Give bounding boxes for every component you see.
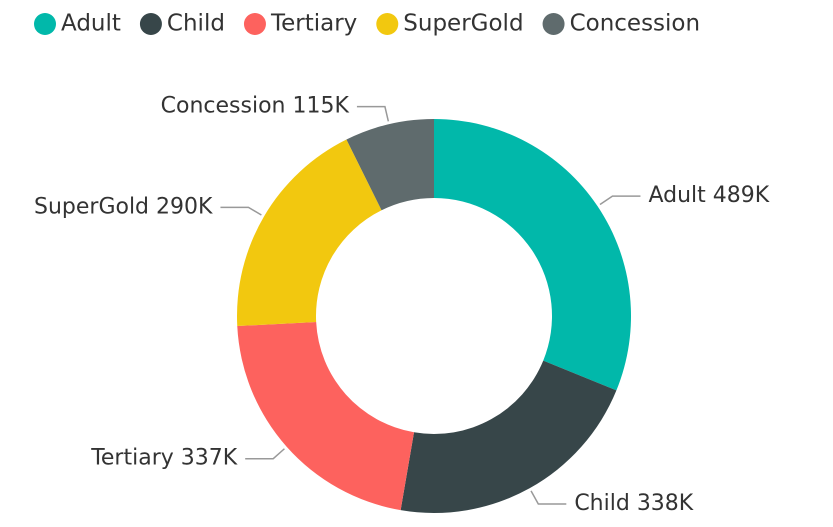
data-label-value: 489K <box>713 183 770 208</box>
data-label: Child 338K <box>574 491 693 516</box>
data-label-category: Tertiary <box>90 446 174 471</box>
legend-marker <box>376 13 399 35</box>
donut-slice <box>400 360 617 513</box>
legend-label: SuperGold <box>403 11 523 37</box>
data-label-category: Child <box>574 491 630 516</box>
data-label: Tertiary 337K <box>90 446 238 471</box>
legend-label: Concession <box>570 11 701 37</box>
data-label: Concession 115K <box>161 94 350 119</box>
legend-marker <box>243 13 266 35</box>
legend-label: Child <box>167 11 225 37</box>
data-label-value: 338K <box>637 491 694 516</box>
data-label-category: SuperGold <box>34 194 149 219</box>
legend-marker <box>542 13 565 35</box>
donut-slice <box>434 119 631 391</box>
donut-slice <box>237 139 382 327</box>
data-label-category: Concession <box>161 94 286 119</box>
data-label-value: 337K <box>181 446 238 471</box>
data-label-value: 290K <box>156 194 213 219</box>
legend-label: Tertiary <box>270 11 357 37</box>
leader-line <box>220 206 262 216</box>
leader-line <box>245 448 285 460</box>
data-label: Adult 489K <box>648 183 769 208</box>
legend-marker <box>34 13 56 35</box>
legend-marker <box>139 13 162 35</box>
leader-line <box>356 105 390 122</box>
donut-slice <box>346 119 434 211</box>
leader-line <box>599 195 641 206</box>
donut-slice <box>237 322 415 511</box>
data-label-category: Adult <box>648 183 706 208</box>
data-label: SuperGold 290K <box>34 194 213 219</box>
data-label-value: 115K <box>293 94 350 119</box>
leader-line <box>530 490 567 505</box>
legend-label: Adult <box>61 11 121 37</box>
